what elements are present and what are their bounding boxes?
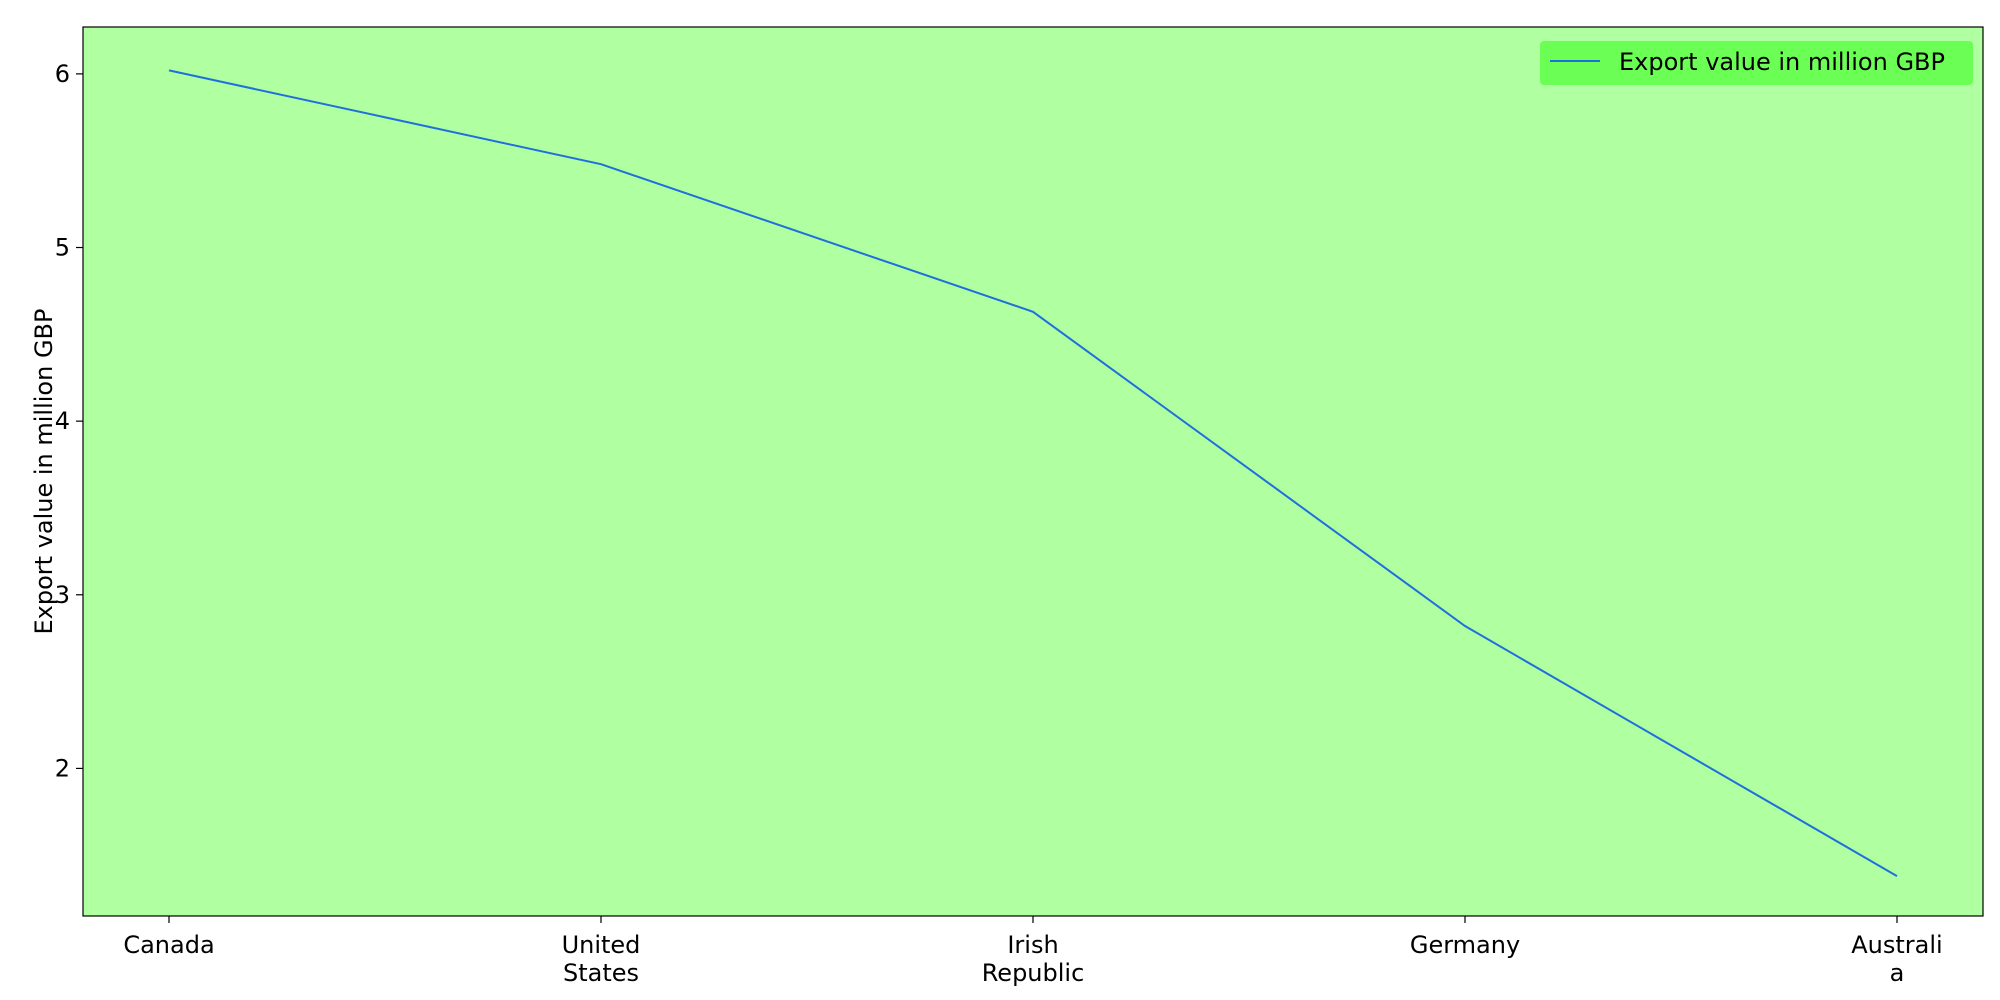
x-tick-label: Irish Republic (982, 931, 1085, 987)
x-tick-label: United States (562, 931, 641, 987)
y-tick-label: 3 (55, 581, 70, 609)
y-tick-label: 6 (55, 60, 70, 88)
plot-frame (82, 26, 1984, 917)
legend-label-export-value: Export value in million GBP (1619, 48, 1945, 76)
y-tick-label: 2 (55, 754, 70, 782)
x-tick-label: Germany (1410, 931, 1520, 959)
legend: Export value in million GBP (1540, 41, 1973, 85)
y-tick-label: 5 (55, 234, 70, 262)
legend-box (1540, 41, 1973, 85)
y-tick-label: 4 (55, 407, 70, 435)
plot-area (83, 27, 1983, 916)
series-line-export-value (168, 69, 1898, 877)
y-axis-label: Export value in million GBP (30, 309, 58, 635)
x-tick-label: Australi a (1851, 931, 1942, 987)
x-axis-ticks: Canada United States Irish Republic Germany Au… (123, 916, 1943, 987)
x-tick-label: Canada (123, 931, 214, 959)
y-axis-ticks: 2 3 4 5 6 (55, 60, 83, 782)
